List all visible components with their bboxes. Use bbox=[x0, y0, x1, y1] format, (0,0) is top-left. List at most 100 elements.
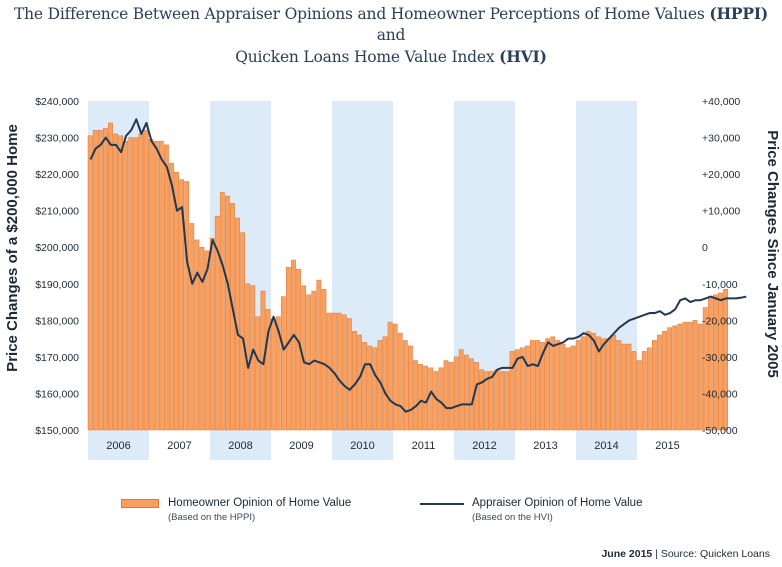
bar-17 bbox=[174, 172, 179, 431]
bar-37 bbox=[275, 316, 281, 431]
year-label-2011: 2011 bbox=[412, 440, 436, 452]
bar-39 bbox=[286, 267, 291, 431]
bar-5 bbox=[113, 133, 118, 431]
bar-100 bbox=[596, 336, 601, 431]
bar-111 bbox=[652, 340, 657, 431]
year-labels: 2006 2007 2008 2009 2010 2011 2012 2013 2014 2015 bbox=[106, 440, 679, 452]
bar-62 bbox=[402, 340, 408, 431]
combo-chart: $150,000 $160,000 $170,000 $180,000 $190,000… bbox=[4, 96, 781, 460]
source-note: June 2015 | Source: Quicken Loans bbox=[601, 548, 770, 560]
bar-92 bbox=[555, 340, 561, 431]
right-tick-label: -20,000 bbox=[702, 315, 738, 327]
left-axis-label: Price Changes of a $200,000 Home bbox=[4, 124, 21, 372]
bar-7 bbox=[123, 140, 129, 431]
bar-8 bbox=[128, 137, 134, 431]
left-tick-label: $210,000 bbox=[35, 206, 79, 218]
bar-84 bbox=[514, 349, 520, 431]
homeowner-bars bbox=[87, 122, 728, 431]
bar-101 bbox=[601, 338, 606, 431]
bar-86 bbox=[524, 345, 530, 431]
bar-61 bbox=[397, 332, 403, 431]
legend-homeowner: Homeowner Opinion of Home Value (Based o… bbox=[168, 497, 351, 523]
bar-18 bbox=[179, 179, 185, 431]
bar-94 bbox=[565, 347, 571, 431]
bar-110 bbox=[646, 347, 652, 431]
bar-118 bbox=[687, 321, 693, 431]
bar-96 bbox=[575, 340, 581, 431]
bar-88 bbox=[535, 340, 540, 431]
bar-24 bbox=[209, 237, 215, 431]
bar-69 bbox=[438, 367, 444, 431]
bar-91 bbox=[550, 336, 556, 431]
bar-50 bbox=[341, 314, 347, 431]
legend-bar-swatch bbox=[121, 499, 159, 508]
year-label-2009: 2009 bbox=[289, 440, 313, 452]
title-acronym-hvi: (HVI) bbox=[499, 47, 547, 66]
bar-22 bbox=[199, 246, 205, 431]
bar-27 bbox=[225, 195, 230, 431]
bar-85 bbox=[519, 347, 525, 431]
bar-93 bbox=[560, 343, 566, 431]
bar-115 bbox=[672, 325, 678, 431]
bar-112 bbox=[657, 334, 662, 431]
bar-16 bbox=[169, 162, 174, 431]
left-tick-label: $190,000 bbox=[35, 279, 79, 291]
bar-120 bbox=[697, 323, 703, 431]
bar-87 bbox=[530, 340, 535, 431]
right-tick-label: +10,000 bbox=[702, 206, 740, 218]
right-tick-label: +40,000 bbox=[702, 96, 740, 108]
bar-72 bbox=[453, 356, 459, 431]
legend-appraiser-sub: (Based on the HVI) bbox=[472, 512, 553, 523]
bar-60 bbox=[392, 323, 398, 431]
right-tick-label: +30,000 bbox=[702, 133, 740, 145]
bar-76 bbox=[474, 362, 479, 431]
bar-124 bbox=[718, 292, 723, 431]
bar-109 bbox=[641, 351, 647, 431]
year-label-2007: 2007 bbox=[167, 440, 191, 452]
bar-6 bbox=[118, 135, 124, 431]
year-label-2012: 2012 bbox=[472, 440, 496, 452]
bar-51 bbox=[347, 318, 352, 431]
legend-homeowner-label: Homeowner Opinion of Home Value bbox=[168, 497, 352, 509]
bar-10 bbox=[138, 133, 144, 431]
source-date: June 2015 bbox=[601, 548, 653, 560]
bar-12 bbox=[148, 139, 154, 431]
bar-80 bbox=[494, 369, 500, 431]
right-tick-label: +20,000 bbox=[702, 169, 740, 181]
right-axis-label: Price Changes Since January 2005 bbox=[764, 130, 781, 378]
bar-78 bbox=[484, 371, 490, 431]
year-label-2008: 2008 bbox=[228, 440, 252, 452]
bar-79 bbox=[489, 371, 495, 431]
title-line2: and bbox=[376, 26, 406, 44]
bar-26 bbox=[219, 192, 225, 431]
bar-49 bbox=[336, 312, 342, 431]
source-text: Source: Quicken Loans bbox=[660, 548, 770, 560]
bar-11 bbox=[143, 129, 149, 431]
bar-121 bbox=[702, 307, 708, 431]
left-tick-label: $230,000 bbox=[35, 133, 79, 145]
bar-20 bbox=[189, 223, 195, 431]
bar-73 bbox=[458, 349, 464, 431]
right-axis-ticks: -50,000 -40,000 -30,000 -20,000 -10,000 0 +10,… bbox=[702, 96, 740, 437]
bar-55 bbox=[367, 345, 373, 431]
bar-108 bbox=[636, 360, 642, 431]
year-label-2014: 2014 bbox=[594, 440, 618, 452]
right-tick-label: 0 bbox=[702, 242, 708, 254]
bar-75 bbox=[469, 358, 474, 431]
bar-102 bbox=[606, 338, 612, 431]
year-label-2015: 2015 bbox=[655, 440, 679, 452]
bar-0 bbox=[87, 135, 93, 431]
bar-81 bbox=[499, 371, 505, 431]
bar-103 bbox=[611, 334, 617, 431]
bar-2 bbox=[97, 129, 103, 431]
bar-47 bbox=[326, 312, 332, 431]
bar-53 bbox=[357, 334, 362, 431]
left-axis-ticks: $150,000 $160,000 $170,000 $180,000 $190,000… bbox=[35, 96, 79, 437]
left-tick-label: $180,000 bbox=[35, 315, 79, 327]
bar-58 bbox=[382, 336, 388, 431]
bar-67 bbox=[428, 367, 434, 431]
right-tick-label: -40,000 bbox=[702, 388, 738, 400]
bar-1 bbox=[92, 129, 98, 431]
bar-46 bbox=[321, 289, 327, 431]
bar-83 bbox=[509, 351, 515, 431]
